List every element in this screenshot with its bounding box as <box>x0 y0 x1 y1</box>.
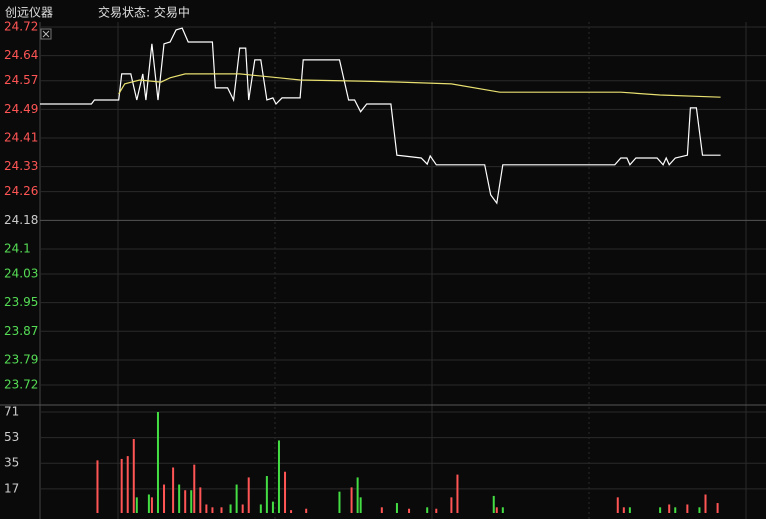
volume-bar <box>686 504 689 513</box>
price-line <box>40 27 721 205</box>
volume-bar <box>172 467 175 513</box>
volume-bar <box>668 504 671 513</box>
y-tick-label: 23.95 <box>4 295 38 309</box>
icon-stroke <box>42 30 50 38</box>
time-grid <box>0 22 766 519</box>
volume-bar <box>450 497 453 513</box>
volume-bar <box>380 507 383 513</box>
y-tick-label: 23.79 <box>4 352 38 366</box>
volume-bar <box>147 494 150 513</box>
volume-bar <box>284 471 287 513</box>
y-tick-label: 71 <box>4 405 19 419</box>
volume-bar <box>259 504 262 513</box>
volume-bar <box>290 510 293 513</box>
volume-bar <box>356 477 359 513</box>
volume-bar <box>359 497 362 513</box>
volume-bar <box>120 458 123 513</box>
volume-bar <box>622 507 625 513</box>
volume-bar <box>271 501 274 513</box>
icon-box <box>40 28 52 40</box>
volume-bar <box>426 507 429 513</box>
volume-bar <box>247 477 250 513</box>
volume-bar <box>628 507 631 513</box>
volume-bar <box>395 503 398 513</box>
y-tick-label: 24.1 <box>4 241 31 255</box>
y-tick-label: 24.33 <box>4 159 38 173</box>
volume-bar <box>492 495 495 513</box>
volume-bar <box>350 487 353 513</box>
volume-bar <box>408 508 411 513</box>
volume-bar <box>616 497 619 513</box>
volume-bar <box>241 504 244 513</box>
y-tick-label: 24.64 <box>4 48 38 62</box>
volume-bar <box>163 484 166 513</box>
volume-bar <box>704 494 707 513</box>
volume-bar <box>132 439 135 513</box>
y-tick-label: 17 <box>4 481 19 495</box>
volume-bar <box>305 508 308 513</box>
volume-bar <box>229 504 232 513</box>
volume-bar <box>135 497 138 513</box>
y-tick-label: 24.26 <box>4 184 38 198</box>
y-tick-label: 24.18 <box>4 213 38 227</box>
crosshair-icon <box>40 28 52 40</box>
volume-bar <box>193 464 196 513</box>
volume-bar <box>178 484 181 513</box>
y-tick-label: 24.41 <box>4 130 38 144</box>
y-tick-label: 24.49 <box>4 102 38 116</box>
volume-bar <box>220 507 223 513</box>
price-line <box>118 73 721 98</box>
volume-bar <box>199 487 202 513</box>
volume-bar <box>190 490 193 513</box>
volume-bar <box>716 503 719 513</box>
volume-bar <box>674 507 677 513</box>
y-tick-label: 24.03 <box>4 267 38 281</box>
y-tick-label: 23.72 <box>4 378 38 392</box>
volume-bar <box>698 507 701 513</box>
y-tick-label: 35 <box>4 456 19 470</box>
volume-bar <box>96 460 99 513</box>
y-tick-label: 53 <box>4 430 19 444</box>
volume-bar <box>150 497 153 513</box>
y-tick-label: 23.87 <box>4 324 38 338</box>
volume-bar <box>495 507 498 513</box>
volume-bar <box>277 440 280 513</box>
volume-bar <box>156 412 159 513</box>
volume-bar <box>338 491 341 513</box>
y-tick-label: 24.72 <box>4 20 38 34</box>
volume-bar <box>126 456 129 513</box>
volume-bar <box>184 490 187 513</box>
trade-status: 交易状态: 交易中 <box>98 5 190 20</box>
volume-bar <box>501 507 504 513</box>
volume-bar <box>659 507 662 513</box>
volume-bar <box>265 476 268 513</box>
volume-bar <box>205 504 208 513</box>
volume-bar <box>211 507 214 513</box>
volume-bar <box>456 474 459 513</box>
volume-bar <box>435 508 438 513</box>
volume-bar <box>235 484 238 513</box>
stock-name: 创远仪器 <box>5 6 53 20</box>
y-tick-label: 24.57 <box>4 73 38 87</box>
